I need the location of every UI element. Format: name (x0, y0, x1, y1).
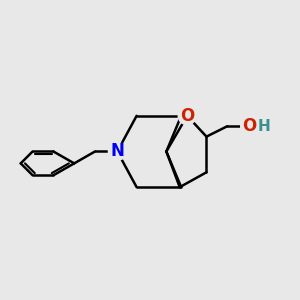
Circle shape (108, 142, 126, 160)
Circle shape (256, 117, 273, 135)
Circle shape (241, 117, 259, 135)
Text: H: H (258, 119, 271, 134)
Circle shape (178, 107, 196, 125)
Text: O: O (180, 107, 194, 125)
Text: N: N (110, 142, 124, 160)
Text: O: O (242, 117, 257, 135)
